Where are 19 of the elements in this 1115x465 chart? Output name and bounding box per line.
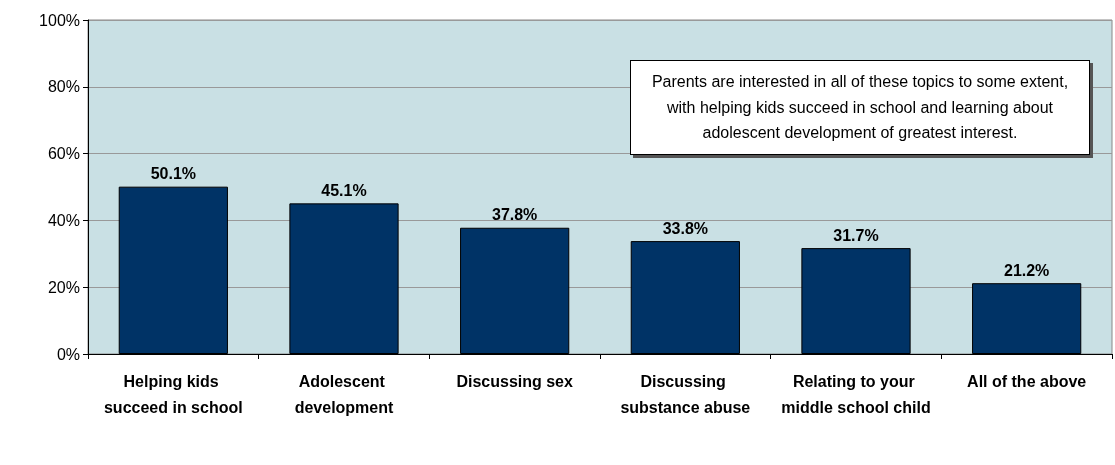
y-tick-label: 20% [47, 278, 80, 296]
data-label: 33.8% [662, 219, 709, 237]
y-tick-label: 100% [39, 11, 80, 29]
x-tick-label: Helping kids succeed in school [103, 372, 243, 416]
x-tick-label: Discussing sex [456, 372, 574, 390]
data-label: 37.8% [491, 206, 538, 224]
x-tick-label: Discussing substance abuse [620, 372, 751, 416]
annotation: Parents are interested in all of these topics to some extent, with helping kids succeed in school and learning about adolescent development of greatest interest. [630, 60, 1090, 155]
data-label: 45.1% [321, 181, 367, 199]
y-tick-label: 0% [56, 345, 80, 363]
data-label: 31.7% [833, 226, 879, 244]
data-label: 21.2% [1003, 261, 1050, 279]
x-tick-label: Adolescent development [294, 372, 395, 416]
y-tick-label: 60% [47, 145, 80, 163]
x-tick-label: All of the above [967, 372, 1087, 390]
y-tick-label: 80% [47, 78, 80, 96]
data-label: 50.1% [150, 165, 197, 183]
x-tick-label: Relating to your middle school child [781, 372, 931, 416]
y-tick-label: 40% [47, 211, 80, 229]
